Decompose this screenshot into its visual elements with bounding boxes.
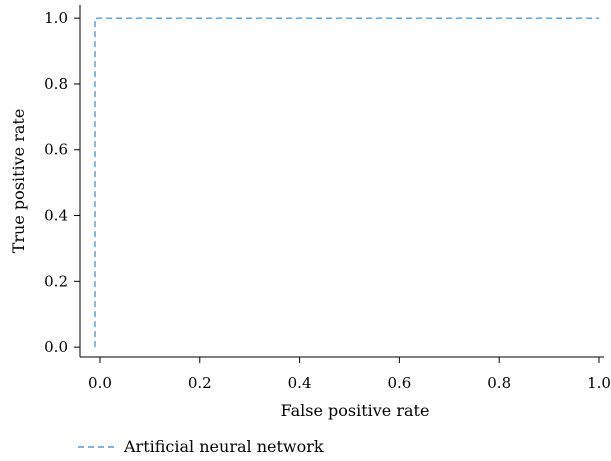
y-tick-label: 0.4 (44, 207, 68, 225)
y-axis-label: True positive rate (9, 109, 28, 254)
y-tick-label: 0.2 (44, 272, 68, 290)
x-axis-label: False positive rate (281, 401, 430, 420)
x-tick-label: 0.2 (188, 374, 212, 392)
x-tick-label: 0.4 (288, 374, 312, 392)
legend-label: Artificial neural network (123, 437, 324, 456)
x-tick-label: 1.0 (587, 374, 611, 392)
x-tick-label: 0.0 (88, 374, 112, 392)
x-tick-label: 0.8 (487, 374, 511, 392)
legend: Artificial neural network (78, 437, 324, 456)
y-tick-label: 0.0 (44, 338, 68, 356)
x-tick-label: 0.6 (387, 374, 411, 392)
ticks: 0.0 0.2 0.4 0.6 0.8 1.0 0.0 0.2 0.4 0.6 0.8 1.0 (44, 9, 611, 392)
y-tick-label: 0.8 (44, 75, 68, 93)
series-line-0 (94, 17, 599, 348)
y-tick-label: 0.6 (44, 141, 68, 159)
axes (79, 5, 604, 358)
plot-marks (94, 17, 599, 348)
y-tick-label: 1.0 (44, 9, 68, 27)
